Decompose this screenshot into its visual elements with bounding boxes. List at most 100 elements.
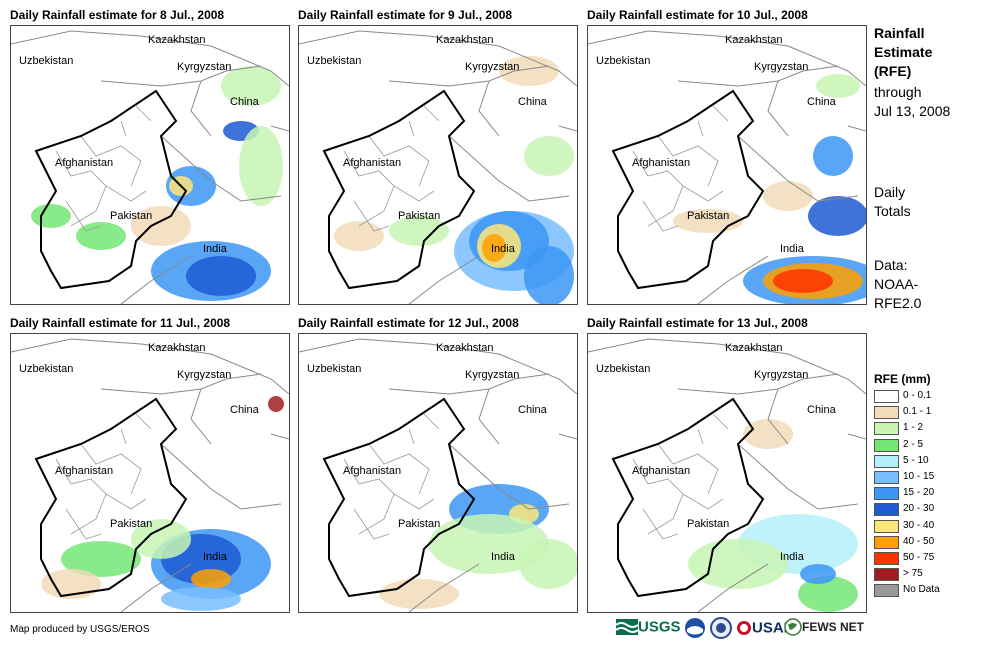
sidebar-title-line: Rainfall — [874, 25, 925, 41]
country-label-uzbekistan: Uzbekistan — [596, 55, 651, 67]
afghanistan-border — [34, 89, 188, 290]
country-boundaries — [588, 30, 866, 304]
sidebar-data-source-2: RFE2.0 — [874, 295, 922, 311]
legend-swatch — [874, 519, 899, 533]
country-label-pakistan: Pakistan — [110, 210, 153, 222]
map-canvas — [11, 30, 289, 304]
country-label-kazakhstan: Kazakhstan — [436, 34, 494, 46]
country-label-china: China — [807, 96, 836, 108]
rainfall-area — [76, 222, 126, 250]
rainfall-area — [268, 396, 284, 412]
country-label-kazakhstan: Kazakhstan — [148, 34, 206, 46]
legend-label: 0 - 0.1 — [903, 390, 932, 401]
credit-text: Map produced by USGS/EROS — [10, 624, 150, 635]
panel-title: Daily Rainfall estimate for 12 Jul., 200… — [298, 316, 519, 330]
fewsnet-text: FEWS NET — [802, 620, 864, 634]
country-label-uzbekistan: Uzbekistan — [307, 55, 362, 67]
afghanistan-border — [611, 89, 765, 290]
usgs-wave-icon — [615, 619, 639, 635]
rainfall-area — [239, 126, 283, 206]
country-label-pakistan: Pakistan — [398, 210, 441, 222]
rainfall-area — [186, 256, 256, 296]
legend-swatch — [874, 422, 899, 436]
rainfall-area — [161, 587, 241, 611]
rainfall-area — [221, 66, 281, 106]
rainfall-area — [429, 514, 549, 574]
legend-swatch — [874, 487, 899, 501]
country-label-india: India — [203, 243, 227, 255]
rainfall-map: Kazakhstan Uzbekistan Kyrgyzstan China Afgha… — [10, 25, 290, 305]
rainfall-area — [524, 136, 574, 176]
country-boundaries — [299, 30, 577, 304]
country-label-pakistan: Pakistan — [687, 518, 730, 530]
country-boundaries — [11, 338, 289, 612]
country-label-kazakhstan: Kazakhstan — [148, 342, 206, 354]
panel-title: Daily Rainfall estimate for 11 Jul., 200… — [10, 316, 231, 330]
legend-label: 2 - 5 — [903, 438, 924, 450]
legend-swatch — [874, 503, 899, 517]
legend-label: 50 - 75 — [903, 552, 935, 563]
country-boundaries — [11, 30, 289, 304]
usaid-seal-icon — [737, 621, 751, 635]
country-label-kyrgyzstan: Kyrgyzstan — [754, 369, 809, 381]
province-boundaries — [343, 413, 440, 540]
rainfall-area — [763, 181, 813, 211]
rainfall-area — [191, 569, 231, 589]
country-label-afghanistan: Afghanistan — [343, 157, 402, 169]
country-label-pakistan: Pakistan — [110, 518, 153, 530]
legend-swatch — [874, 438, 899, 452]
rainfall-map: Kazakhstan Uzbekistan Kyrgyzstan China Afgha… — [298, 25, 578, 305]
legend-label: 40 - 50 — [903, 535, 935, 547]
legend-label: 0.1 - 1 — [903, 406, 932, 418]
legend-label: 5 - 10 — [903, 454, 929, 466]
rainfall-area — [131, 206, 191, 246]
rainfall-area — [798, 576, 858, 612]
panel-title: Daily Rainfall estimate for 8 Jul., 2008 — [10, 8, 225, 22]
legend-swatch — [874, 552, 899, 565]
rainfall-area — [673, 209, 743, 233]
legend-swatch — [874, 390, 899, 403]
country-label-afghanistan: Afghanistan — [632, 465, 691, 477]
afghanistan-border — [322, 397, 476, 598]
afghanistan-border — [322, 89, 476, 290]
map-canvas — [11, 338, 289, 612]
rainfall-area — [131, 519, 191, 559]
legend-label: 20 - 30 — [903, 503, 935, 515]
rainfall-area — [499, 56, 559, 86]
panel-title: Daily Rainfall estimate for 13 Jul., 200… — [587, 316, 808, 330]
fewsnet-logo: FEWS NET — [784, 617, 864, 643]
country-boundaries — [588, 338, 866, 612]
country-label-kyrgyzstan: Kyrgyzstan — [177, 369, 232, 381]
rainfall-area — [61, 541, 141, 577]
country-label-china: China — [230, 96, 259, 108]
country-boundaries — [299, 338, 577, 612]
rainfall-area — [808, 196, 866, 236]
sidebar-title-line: Estimate — [874, 44, 933, 60]
country-label-india: India — [203, 551, 227, 563]
noaa-logo-icon — [684, 617, 706, 643]
province-boundaries — [343, 105, 440, 232]
afghanistan-border — [34, 397, 188, 598]
sidebar-through: through — [874, 84, 922, 100]
country-label-kazakhstan: Kazakhstan — [436, 342, 494, 354]
country-label-china: China — [518, 96, 547, 108]
legend-swatch — [874, 584, 899, 598]
rainfall-map: Kazakhstan Uzbekistan Kyrgyzstan China Afgha… — [587, 25, 867, 305]
usgs-text: USGS — [638, 618, 681, 636]
province-boundaries — [632, 105, 729, 232]
legend-label: 30 - 40 — [903, 519, 935, 531]
sidebar-data-label: Data: — [874, 257, 908, 273]
country-label-india: India — [780, 551, 804, 563]
country-label-china: China — [518, 404, 547, 416]
sidebar-daily: Daily — [874, 184, 906, 200]
rainfall-area — [688, 539, 788, 589]
country-label-india: India — [491, 243, 515, 255]
country-label-india: India — [491, 551, 515, 563]
rainfall-area — [743, 419, 793, 449]
country-label-pakistan: Pakistan — [687, 210, 730, 222]
panel-title: Daily Rainfall estimate for 9 Jul., 2008 — [298, 8, 513, 22]
map-canvas — [588, 30, 866, 304]
country-label-uzbekistan: Uzbekistan — [307, 363, 362, 375]
sidebar-data-source-1: NOAA- — [874, 276, 919, 292]
country-label-kyrgyzstan: Kyrgyzstan — [465, 61, 520, 73]
